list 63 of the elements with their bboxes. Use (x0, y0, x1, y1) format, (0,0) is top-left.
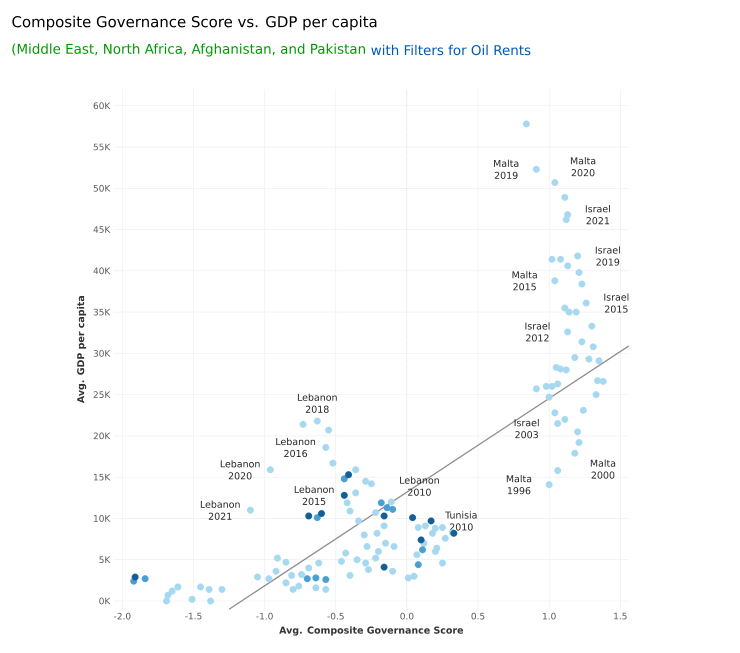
y-tick-label: 30K (94, 350, 110, 357)
x-tick-label: -1.0 (256, 612, 273, 620)
annotation: Lebanon 2010 (400, 476, 439, 496)
point (409, 514, 416, 522)
y-tick-label: 0K (99, 598, 110, 604)
x-tick-label: -1.5 (185, 612, 202, 620)
x-tick-label: -2.0 (114, 612, 131, 620)
point (314, 514, 321, 522)
y-tick-label: 45K (93, 226, 110, 233)
y-tick-label: 5K (99, 556, 110, 564)
point (380, 564, 388, 571)
point (428, 517, 435, 524)
x-tick-label: 1.5 (614, 612, 627, 620)
point (418, 536, 425, 544)
y-tick-label: 20K (94, 432, 110, 440)
annotation: Israel 2003 (514, 418, 539, 438)
point (345, 471, 352, 478)
point (414, 561, 422, 568)
annotation: Lebanon 2015 (294, 486, 334, 505)
point (389, 506, 396, 513)
point (378, 499, 385, 506)
chart-subtitle: (Middle East, North Africa, Afghanistan, and Pakistan (12, 43, 365, 56)
point (318, 510, 326, 517)
y-tick-label: 25K (94, 391, 110, 398)
point (322, 576, 330, 584)
y-tick-label: 40K (93, 267, 110, 274)
point (383, 504, 390, 512)
point (305, 512, 312, 520)
y-tick-label: 60K (94, 102, 110, 110)
annotation: Malta 2020 (570, 157, 596, 176)
y-tick-label: 10K (94, 515, 110, 522)
point (380, 512, 388, 520)
y-tick-label: 55K (94, 144, 110, 150)
point (419, 546, 426, 554)
x-axis-title: Avg. Composite Governance Score (279, 626, 464, 636)
x-tick-label: 1.0 (543, 612, 556, 620)
annotation: Lebanon 2018 (298, 394, 337, 413)
annotation: Israel 2012 (525, 322, 550, 342)
x-tick-label: -0.5 (327, 612, 344, 620)
annotation: Lebanon 2020 (220, 460, 260, 480)
y-tick-label: 35K (94, 308, 110, 316)
point (312, 574, 320, 582)
annotation: Israel 2019 (596, 246, 620, 266)
x-tick-label: 0.5 (471, 612, 484, 620)
annotation: Israel 2015 (604, 293, 628, 313)
point (132, 574, 139, 581)
chart-title: Composite Governance Score vs. GDP per capita (12, 16, 376, 30)
point (340, 492, 348, 499)
point (340, 475, 348, 482)
point (304, 575, 311, 582)
y-tick-label: 50K (94, 184, 110, 192)
annotation: Malta 2000 (590, 459, 616, 479)
text: with Filters for Oil Rents (371, 44, 530, 56)
annotation: Malta 1996 (506, 474, 532, 494)
annotation: Lebanon 2016 (276, 438, 316, 458)
y-tick-label: 15K (94, 474, 110, 481)
point (142, 575, 149, 582)
annotation: Malta 2019 (494, 160, 518, 179)
annotation: Malta 2015 (512, 271, 537, 290)
y-axis-title: Avg. GDP per capita (76, 296, 86, 404)
annotation: Israel 2021 (586, 205, 610, 224)
annotation: Lebanon 2021 (200, 500, 240, 520)
x-tick-label: 0.0 (400, 612, 414, 620)
